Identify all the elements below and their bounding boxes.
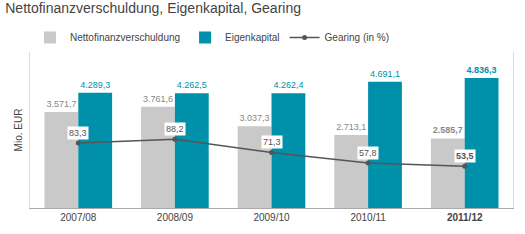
svg-text:Eigenkapital: Eigenkapital (225, 32, 279, 43)
svg-text:2.713,1: 2.713,1 (336, 122, 366, 132)
svg-text:4.262,4: 4.262,4 (273, 80, 303, 90)
svg-text:2010/11: 2010/11 (350, 212, 386, 223)
svg-text:Gearing (in %): Gearing (in %) (325, 32, 389, 43)
svg-text:4.691,1: 4.691,1 (370, 69, 400, 79)
svg-text:4.289,3: 4.289,3 (80, 80, 110, 90)
svg-text:2007/08: 2007/08 (60, 212, 97, 223)
svg-text:Mio. EUR: Mio. EUR (13, 109, 24, 152)
svg-text:3.761,6: 3.761,6 (143, 94, 173, 104)
svg-text:3.571,7: 3.571,7 (46, 99, 76, 109)
svg-text:Nettofinanzverschuldung, Eigen: Nettofinanzverschuldung, Eigenkapital, G… (5, 0, 301, 16)
svg-text:2011/12: 2011/12 (447, 212, 483, 223)
svg-text:53,5: 53,5 (456, 151, 474, 161)
svg-text:2008/09: 2008/09 (157, 212, 194, 223)
svg-text:83,3: 83,3 (69, 128, 87, 138)
svg-text:71,3: 71,3 (263, 137, 281, 147)
svg-text:2009/10: 2009/10 (253, 212, 290, 223)
svg-text:4.836,3: 4.836,3 (467, 65, 497, 75)
svg-text:3.037,3: 3.037,3 (240, 113, 270, 123)
svg-text:57,8: 57,8 (359, 148, 377, 158)
svg-text:Nettofinanzverschuldung: Nettofinanzverschuldung (70, 32, 180, 43)
svg-text:88,2: 88,2 (166, 124, 184, 134)
svg-text:4.262,5: 4.262,5 (177, 80, 207, 90)
svg-text:2.585,7: 2.585,7 (433, 125, 463, 135)
